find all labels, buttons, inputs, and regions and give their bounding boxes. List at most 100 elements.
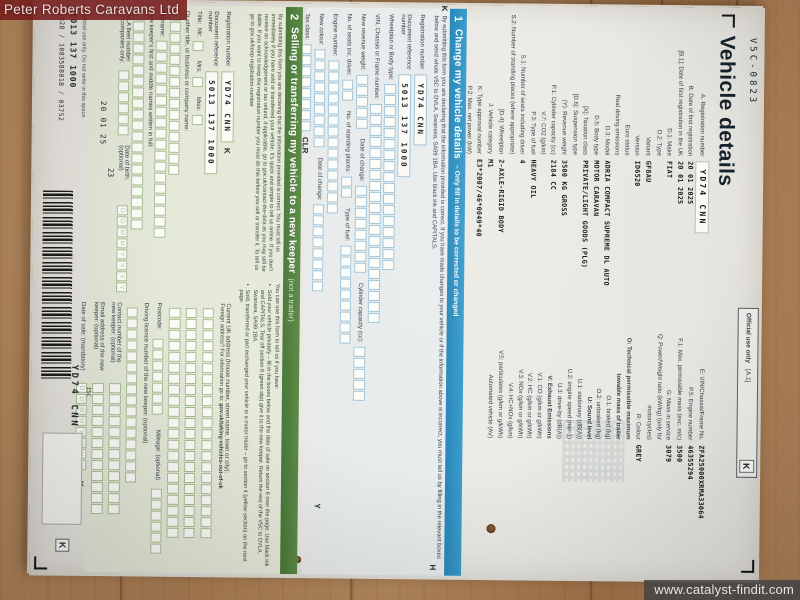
seats-input-boxes[interactable] (341, 79, 354, 102)
field-label: No. of seats inc. driver: (345, 13, 353, 77)
vehicle-detail-label: Real driving emissions (613, 94, 622, 156)
vehicle-detail-value: 46355294 (686, 445, 695, 480)
surname-input-boxes[interactable] (153, 41, 168, 239)
footer-serial-number: 1828 / 1083588018 / 03752 (56, 12, 66, 122)
vehicle-detail-value: 20 01 2025 (675, 161, 684, 205)
s2-docref-value: 5013 137 1000 (204, 71, 219, 175)
vehicle-detail-label: V.5: particulates (g/km or g/kWh) (496, 350, 505, 439)
field-label: Type of fuel: (343, 207, 351, 242)
margin-mark-y: Y (312, 503, 322, 509)
title-miss-checkbox[interactable] (191, 114, 204, 125)
fuel-type-input-boxes[interactable] (339, 245, 352, 344)
title-mr-checkbox[interactable] (192, 40, 204, 51)
s1-docref-value: 5013 137 1000 (397, 74, 412, 178)
vehicle-detail-label: J: Vehicle category (486, 102, 495, 155)
vehicle-detail-value: GREY (634, 444, 643, 463)
margin-mark-k: K (222, 147, 232, 154)
section-2-suffix: (not a trader) (286, 278, 297, 322)
other-title-row (167, 10, 182, 293)
field-label: Miss: (194, 96, 202, 111)
s2-title-row: Title: Mr: Mrs: Miss: (190, 11, 204, 293)
document-footer: Official use only. Do not write in this … (31, 4, 115, 571)
other-title-input-boxes[interactable] (168, 10, 182, 175)
s2-right-column: Current UK address (house number, street… (70, 297, 234, 574)
firstnames-input-boxes[interactable] (130, 10, 145, 230)
colour-date-of-change-input-boxes[interactable] (311, 204, 325, 292)
engine-number-input-boxes[interactable] (326, 60, 340, 214)
vehicle-detail-label: [B.1]: Date of first registration in the… (675, 50, 685, 157)
vehicle-detail-label: [D.6]: Suspension type (571, 93, 580, 156)
footer-date-code: 20 01 25 (98, 101, 108, 146)
barcode (41, 190, 74, 379)
field-label: Mrs: (194, 60, 203, 73)
licence-input-boxes[interactable] (124, 307, 139, 483)
field-label: Date of birth: (optional) (116, 145, 131, 181)
vehicle-detail-value: 2-AXLE-RIGID BODY (496, 159, 506, 233)
section-2-number: 2 (288, 14, 301, 21)
section-2-title: Selling or transferring my vehicle to a … (286, 27, 300, 274)
fleet-number-input-boxes[interactable] (117, 70, 130, 136)
vehicle-detail-label: Q: Power/Weight ratio (kW/kg) (only for … (645, 333, 664, 440)
field-label: Document reference number (206, 11, 221, 67)
other-title-label: Or other title, or business or company n… (182, 10, 192, 132)
postcode-input-boxes[interactable] (151, 338, 164, 415)
field-label: New colour: (317, 13, 325, 46)
vehicle-detail-label: D.2: Type (655, 129, 663, 156)
field-label: Mr: (195, 28, 203, 37)
address-input-boxes[interactable] (166, 307, 181, 538)
field-label: Mileage: (optional) (153, 429, 162, 480)
vehicle-details-section: Vehicle details A. Registration number YD… (461, 9, 739, 579)
address-input-boxes[interactable] (200, 308, 214, 539)
field-label: Registration number (224, 11, 233, 67)
s2-bullet-1: • Sold your vehicle privately – fill in t… (249, 284, 273, 567)
vehicle-detail-value: MOTOR CARAVAN (591, 160, 601, 217)
vehicle-detail-label: U.2: engine speed (min-1) (565, 368, 574, 440)
vehicle-detail-label: P.5: Engine number (686, 387, 695, 441)
vehicle-detail-label: B. Date of first registration (686, 85, 695, 157)
s2-docref-row: Document reference number 5013 137 1000 (203, 11, 221, 293)
wheelplan-input-boxes[interactable] (382, 84, 396, 271)
official-use-label: Official use only (744, 312, 752, 364)
field-label: Wheelplan or Body type: (387, 14, 396, 81)
address-input-boxes[interactable] (183, 307, 198, 539)
vehicle-detail-value: 3079 (664, 444, 673, 463)
vehicle-detail-label: [X]: Taxation class (581, 106, 589, 156)
vehicle-detail-value: 20 01 2025 (686, 161, 695, 205)
mileage-input-boxes[interactable] (149, 488, 163, 554)
bullet-text: Sold your vehicle privately – fill in th… (251, 289, 273, 567)
section-1-number: 1 (452, 15, 465, 22)
field-label: Cylinder capacity (cc): (356, 282, 365, 343)
vin-input-boxes[interactable] (367, 103, 382, 323)
field-label: Engine number: (331, 13, 339, 57)
footer-registration: YD74 CNN (68, 364, 80, 429)
contact-number-input-boxes[interactable] (107, 383, 121, 515)
date-of-change-input-boxes[interactable] (354, 185, 367, 273)
address-label-text: Current UK address (house number, street… (223, 303, 233, 474)
standing-places-input-boxes[interactable] (340, 176, 353, 199)
field-label: Tax class: (303, 13, 311, 41)
s1-registration-row: Registration number YD74 CNN (409, 14, 428, 569)
cylinder-capacity-input-boxes[interactable] (352, 346, 365, 401)
vehicle-detail-value: 3500 (675, 445, 684, 463)
field-label: VIN, Chassis or Frame number: (373, 13, 381, 100)
email-input-boxes[interactable] (90, 382, 104, 515)
vehicle-detail-label: R: Colour (634, 413, 642, 440)
field-label: Registration number (417, 14, 426, 70)
contact-row: Contact number of the new keeper: (optio… (106, 302, 123, 567)
section-2-new-keeper: 2 Selling or transferring my vehicle to … (74, 4, 303, 575)
title-mrs-checkbox[interactable] (191, 76, 204, 87)
vehicle-detail-value: GF8AU (644, 160, 653, 183)
new-colour-input-boxes[interactable] (313, 49, 326, 148)
revenue-weight-input-boxes[interactable] (355, 74, 368, 129)
vehicle-detail-row: O: Technical permissible maximum towable… (611, 322, 633, 577)
vehicle-detail-value: E3*2007/46*0049*40 (474, 158, 484, 237)
footer-k-mark: K (55, 538, 70, 552)
surname-row: Surname: (153, 11, 168, 293)
vehicle-detail-value: 2184 CC (549, 159, 558, 191)
bullet-text: Sold, transferred or part exchanged your… (237, 289, 251, 562)
vehicle-details-right-column: E: VIN/Chassis/Frame No. ZFA25000XRMA3306… (460, 321, 708, 579)
official-use-box: Official use only [A.1] K (736, 307, 759, 478)
vehicle-detail-label: P.3: Type of fuel (528, 111, 537, 155)
